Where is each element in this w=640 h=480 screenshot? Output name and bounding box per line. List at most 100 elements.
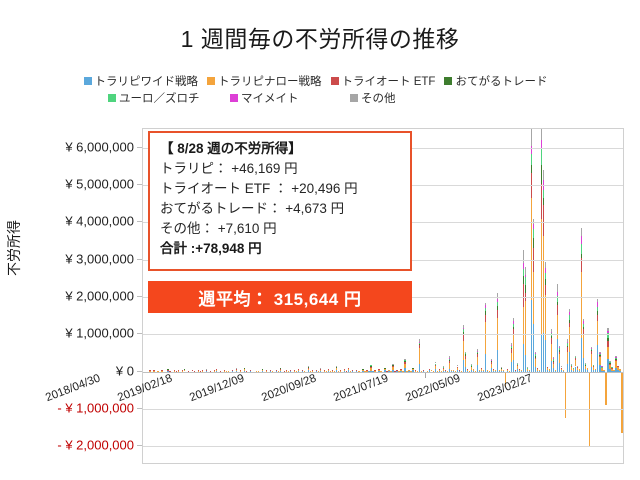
y-axis-label: ¥ 6,000,000	[65, 139, 134, 155]
bar-column	[468, 129, 470, 463]
bar-column	[269, 129, 272, 463]
bar-segment	[404, 360, 406, 362]
bar-segment	[484, 315, 487, 322]
legend-item-other[interactable]: その他	[350, 90, 396, 106]
bar-column	[555, 129, 557, 463]
bar-segment	[530, 165, 533, 174]
bar-column	[412, 129, 414, 463]
bar-segment	[456, 365, 458, 366]
bar-column	[440, 129, 442, 463]
bar-segment	[539, 370, 541, 372]
bar-segment	[583, 357, 585, 372]
bar-segment	[153, 370, 155, 372]
bar-segment	[573, 369, 575, 371]
bar-segment	[336, 367, 338, 368]
legend-item-triauto-etf[interactable]: トライオート ETF	[330, 73, 435, 89]
bar-segment	[490, 361, 493, 362]
bar-column	[452, 129, 454, 463]
bar-segment	[510, 348, 513, 350]
bar-column	[595, 129, 597, 463]
bar-segment	[448, 368, 450, 372]
bar-segment	[448, 358, 450, 360]
legend-label: トラリピナロー戦略	[218, 75, 322, 88]
bar-segment	[607, 346, 609, 360]
bar-segment	[599, 353, 601, 356]
bar-column	[434, 129, 436, 463]
bar-segment	[607, 327, 609, 332]
bar-segment	[384, 369, 386, 371]
legend-item-mymate[interactable]: マイメイト	[230, 90, 350, 106]
bar-segment	[613, 369, 615, 371]
legend-item-otegaru-trade[interactable]: おてがるトレード	[444, 73, 547, 89]
bar-segment	[378, 371, 380, 372]
weekly-average-banner: 週平均： 315,644 円	[148, 281, 412, 313]
legend-item-euro-zloty[interactable]: ユーロ／ズロチ	[108, 90, 230, 106]
bar-segment	[532, 238, 535, 248]
bar-column	[458, 129, 460, 463]
bar-segment	[543, 198, 545, 205]
legend-item-torarapi-wide[interactable]: トラリピワイド戦略	[83, 73, 198, 89]
bar-segment	[623, 348, 624, 350]
bar-segment	[535, 357, 537, 359]
bar-segment	[496, 302, 499, 307]
legend-row-2: ユーロ／ズロチ マイメイト その他	[0, 89, 640, 106]
bar-column	[599, 129, 601, 463]
bar-segment	[173, 370, 175, 372]
bar-segment	[553, 358, 555, 360]
bar-column	[514, 129, 517, 463]
bar-segment	[516, 362, 519, 364]
legend-item-torarapi-narrow[interactable]: トラリピナロー戦略	[207, 73, 322, 89]
bar-segment	[593, 365, 595, 367]
bar-segment	[545, 268, 547, 273]
bar-segment	[541, 164, 543, 184]
bar-column	[623, 129, 624, 464]
bar-segment	[344, 369, 346, 371]
bar-segment	[476, 351, 478, 353]
bar-segment	[597, 298, 599, 303]
bar-segment	[426, 370, 428, 372]
bar-segment	[567, 338, 569, 342]
bar-segment	[484, 321, 487, 354]
bar-segment	[442, 369, 444, 371]
bar-column	[490, 129, 493, 463]
bar-segment	[243, 370, 246, 372]
bar-column	[444, 129, 446, 463]
page-title: 1 週間毎の不労所得の推移	[180, 26, 460, 52]
bar-segment	[167, 369, 169, 371]
bar-column	[408, 129, 410, 463]
bar-column	[304, 129, 306, 463]
bar-segment	[522, 268, 525, 276]
bar-segment	[486, 369, 489, 371]
bar-column	[157, 129, 159, 463]
y-axis-tick	[137, 221, 142, 223]
bar-column	[478, 129, 480, 463]
bar-column	[364, 129, 366, 463]
bar-column	[615, 129, 617, 463]
bar-segment	[324, 370, 326, 371]
bar-segment	[490, 359, 493, 361]
bar-segment	[476, 352, 478, 355]
bar-column	[601, 129, 603, 463]
bar-segment	[557, 302, 559, 306]
bar-segment	[452, 370, 454, 372]
bar-segment	[374, 370, 376, 372]
bar-segment	[512, 335, 515, 360]
bar-column	[193, 129, 195, 463]
bar-segment	[484, 305, 487, 308]
bar-segment	[551, 335, 553, 338]
gridline	[143, 446, 623, 448]
bar-segment	[535, 366, 537, 372]
bar-column	[219, 129, 221, 463]
bar-segment	[308, 366, 310, 368]
bar-segment	[567, 342, 569, 347]
bar-segment	[545, 294, 547, 340]
bar-segment	[492, 369, 495, 371]
bar-segment	[522, 344, 525, 372]
legend-swatch-icon	[444, 76, 453, 85]
bar-segment	[428, 368, 430, 371]
bar-segment	[462, 325, 464, 329]
bar-segment	[213, 370, 215, 372]
bar-segment	[551, 344, 553, 361]
bar-segment	[524, 293, 527, 301]
bar-segment	[553, 359, 555, 361]
